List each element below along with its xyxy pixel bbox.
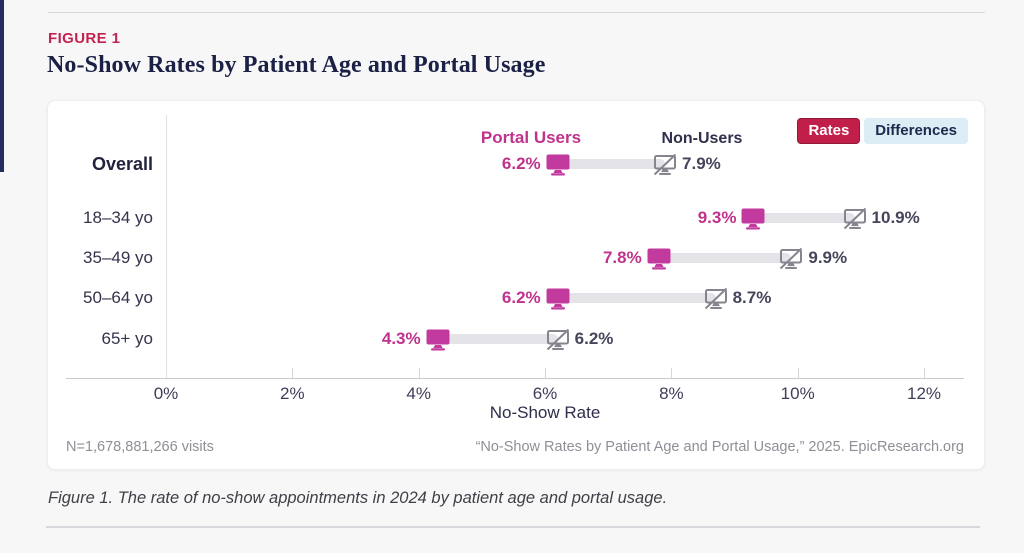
- category-label: 18–34 yo: [83, 208, 153, 227]
- x-axis-tick-label: 4%: [406, 384, 431, 403]
- category-label: 50–64 yo: [83, 288, 153, 307]
- non-user-monitor-slash-icon: [842, 207, 868, 230]
- portal-value-label: 6.2%: [501, 154, 541, 173]
- non-user-value-label: 7.9%: [682, 154, 721, 173]
- chart-legend: Rates Differences: [797, 118, 968, 144]
- non-user-value-label: 10.9%: [871, 208, 920, 227]
- x-axis-tick: [545, 368, 547, 378]
- portal-value-label: 4.3%: [381, 329, 421, 348]
- portal-users-header: Portal Users: [480, 128, 582, 147]
- portal-value-label: 6.2%: [501, 288, 541, 307]
- dumbbell-bar: [557, 159, 666, 169]
- x-axis-tick: [924, 368, 926, 378]
- x-axis-tick-label: 8%: [659, 384, 684, 403]
- page-left-accent: [0, 0, 4, 172]
- plot-area: Overall 18–34 yo 35–49 yo 50–64 yo 65+ yo 6.2…: [48, 101, 984, 469]
- rates-toggle-button[interactable]: Rates: [797, 118, 861, 144]
- dumbbell-bar: [753, 213, 855, 223]
- non-user-monitor-slash-icon: [778, 247, 804, 270]
- portal-user-monitor-icon: [545, 153, 571, 176]
- x-axis-tick-label: 10%: [780, 384, 815, 403]
- dumbbell-bar: [437, 334, 558, 344]
- x-axis-line: [66, 378, 964, 379]
- non-user-value-label: 8.7%: [732, 288, 772, 307]
- portal-user-monitor-icon: [425, 328, 451, 351]
- category-label: 35–49 yo: [83, 248, 153, 267]
- portal-user-monitor-icon: [646, 247, 672, 270]
- x-axis-tick: [418, 368, 420, 378]
- non-user-monitor-slash-icon: [652, 153, 678, 176]
- category-label: Overall: [91, 154, 153, 174]
- figure-label: FIGURE 1: [48, 30, 121, 47]
- x-axis-tick-label: 6%: [532, 384, 558, 403]
- dumbbell-bar: [557, 293, 716, 303]
- page-title: No-Show Rates by Patient Age and Portal …: [47, 52, 546, 78]
- x-axis-tick-label: 0%: [153, 384, 179, 403]
- non-user-value-label: 6.2%: [574, 329, 614, 348]
- figure-caption: Figure 1. The rate of no-show appointmen…: [48, 489, 668, 507]
- x-axis-title: No-Show Rate: [489, 403, 601, 422]
- portal-user-monitor-icon: [740, 207, 766, 230]
- non-users-header: Non-Users: [661, 130, 743, 147]
- y-axis-line: [166, 115, 167, 378]
- chart-card: Rates Differences Portal Users Non-Users…: [47, 100, 985, 470]
- dumbbell-bar: [658, 253, 792, 263]
- non-user-monitor-slash-icon: [545, 328, 571, 351]
- category-label: 65+ yo: [101, 329, 153, 348]
- citation-note: “No-Show Rates by Patient Age and Portal…: [475, 439, 964, 455]
- x-axis-tick: [671, 368, 673, 378]
- non-user-value-label: 9.9%: [808, 248, 848, 267]
- differences-toggle-button[interactable]: Differences: [864, 118, 968, 144]
- bottom-divider: [46, 526, 980, 528]
- sample-size-note: N=1,678,881,266 visits: [66, 439, 214, 455]
- x-axis-tick-label: 12%: [907, 384, 942, 403]
- x-axis-tick: [292, 368, 294, 378]
- top-divider: [48, 12, 985, 13]
- portal-value-label: 7.8%: [602, 248, 642, 267]
- x-axis-tick: [797, 368, 799, 378]
- portal-user-monitor-icon: [545, 287, 571, 310]
- x-axis-tick-label: 2%: [280, 384, 305, 403]
- non-user-monitor-slash-icon: [703, 287, 729, 310]
- portal-value-label: 9.3%: [697, 208, 737, 227]
